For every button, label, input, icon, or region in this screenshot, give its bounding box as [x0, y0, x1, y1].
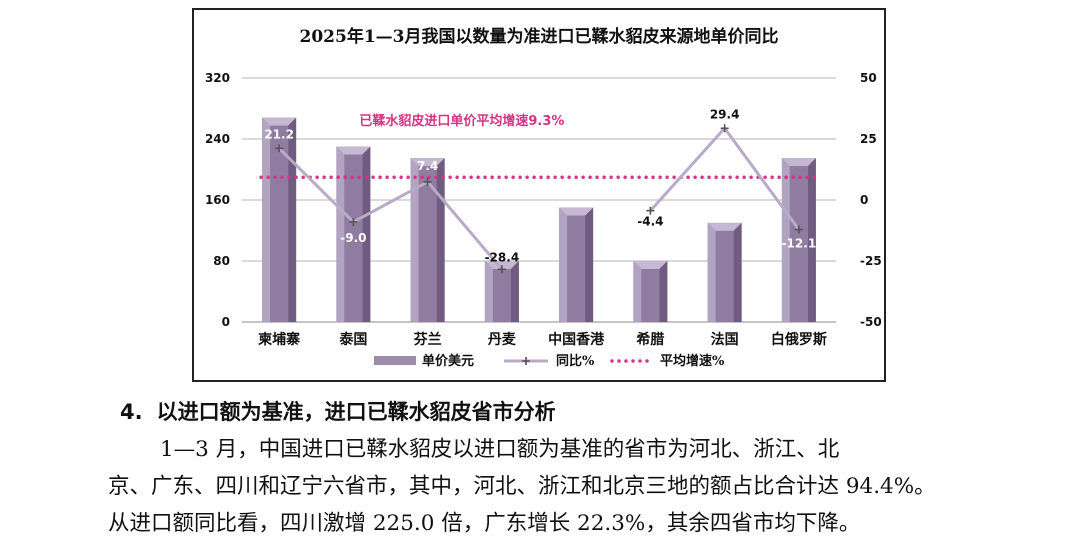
yoy-data-label: -12.1 — [782, 237, 817, 251]
yoy-marker — [349, 217, 358, 226]
average-annotation: 已鞣水貂皮进口单价平均增速9.3% — [359, 113, 564, 129]
bar-inner — [789, 166, 808, 322]
bar-right-bevel — [733, 222, 742, 322]
bar-top-bevel — [707, 222, 742, 231]
category-label: 芬兰 — [413, 331, 442, 348]
bar-left-bevel — [633, 261, 642, 322]
bar-left-bevel — [781, 158, 790, 322]
bar — [336, 146, 371, 322]
yoy-data-label: -4.4 — [637, 215, 663, 229]
category-label: 泰国 — [338, 331, 367, 348]
yoy-marker — [423, 177, 432, 186]
right-axis-tick-label: 25 — [860, 132, 877, 146]
right-axis-tick-label: 50 — [860, 71, 877, 85]
bar-right-bevel — [585, 207, 594, 322]
bar-right-bevel — [288, 117, 297, 323]
yoy-line — [649, 125, 801, 231]
bar-inner — [418, 166, 437, 322]
yoy-data-label: -9.0 — [340, 231, 366, 245]
bar-left-bevel — [336, 146, 345, 322]
bar — [707, 222, 742, 322]
bar-right-bevel — [436, 158, 445, 322]
legend-label-average: 平均增速% — [660, 353, 725, 369]
category-label: 希腊 — [636, 331, 664, 348]
yoy-marker — [646, 206, 655, 215]
bar — [781, 158, 816, 322]
bar-right-bevel — [362, 146, 371, 322]
chart-frame: 2025年1—3月我国以数量为准进口已鞣水貂皮来源地单价同比 已鞣水貂皮进口单价… — [192, 8, 886, 382]
left-axis-tick-label: 320 — [205, 71, 230, 85]
bar — [559, 207, 594, 322]
paragraph-line: 1—3 月，中国进口已鞣水貂皮以进口额为基准的省市为河北、浙江、北 — [160, 437, 840, 462]
section-heading: 4. 以进口额为基准，进口已鞣水貂皮省市分析 — [120, 396, 556, 426]
yoy-marker — [794, 225, 803, 234]
left-axis-tick-label: 0 — [222, 315, 230, 329]
section-number: 4. — [120, 400, 143, 424]
bar-top-bevel — [559, 207, 594, 216]
bar-top-bevel — [410, 158, 445, 167]
right-axis-tick-label: -50 — [860, 315, 882, 329]
category-label: 法国 — [711, 331, 739, 348]
bar-inner — [270, 125, 289, 323]
yoy-data-label: -28.4 — [485, 250, 520, 264]
bar-right-bevel — [659, 261, 668, 322]
yoy-data-label: 7.4 — [417, 159, 438, 173]
legend-marker — [522, 357, 530, 365]
paragraph-line: 从进口额同比看，四川激增 225.0 倍，广东增长 22.3%，其余四省市均下降… — [108, 511, 861, 536]
left-axis-tick-label: 240 — [205, 132, 230, 146]
right-axis-tick-label: -25 — [860, 254, 882, 268]
yoy-line — [278, 147, 504, 271]
yoy-marker — [275, 144, 284, 153]
bar-inner — [715, 230, 734, 322]
category-label: 中国香港 — [548, 331, 605, 348]
section-title: 以进口额为基准，进口已鞣水貂皮省市分析 — [156, 400, 556, 424]
legend-label-line: 同比% — [556, 353, 595, 369]
category-label: 白俄罗斯 — [771, 331, 827, 348]
bar-right-bevel — [510, 261, 519, 322]
bar — [262, 117, 297, 323]
bar — [410, 158, 445, 322]
bar-left-bevel — [707, 222, 716, 322]
yoy-marker — [497, 265, 506, 274]
yoy-marker — [720, 124, 729, 133]
bar-inner — [641, 269, 660, 322]
legend-swatch-bar — [374, 356, 416, 365]
left-axis-tick-label: 80 — [213, 254, 230, 268]
bar-right-bevel — [807, 158, 816, 322]
bar-inner — [344, 154, 363, 322]
bar — [633, 261, 668, 322]
bar-inner — [567, 215, 586, 322]
yoy-data-label: 21.2 — [264, 127, 294, 141]
bar-left-bevel — [559, 207, 568, 322]
yoy-data-label: 29.4 — [710, 107, 740, 121]
left-axis-tick-label: 160 — [205, 193, 230, 207]
bar-top-bevel — [633, 261, 668, 269]
bar — [484, 261, 519, 322]
bar-left-bevel — [410, 158, 419, 322]
bar-left-bevel — [484, 261, 493, 322]
bar-top-bevel — [262, 117, 297, 126]
bar-top-bevel — [781, 158, 816, 167]
paragraph-line: 京、广东、四川和辽宁六省市，其中，河北、浙江和北京三地的额占比合计达 94.4%… — [108, 474, 936, 499]
bar-left-bevel — [262, 117, 271, 323]
chart: 2025年1—3月我国以数量为准进口已鞣水貂皮来源地单价同比 已鞣水貂皮进口单价… — [205, 26, 882, 369]
bar-top-bevel — [336, 146, 371, 155]
category-label: 柬埔寨 — [258, 331, 301, 348]
category-label: 丹麦 — [488, 331, 517, 348]
right-axis-tick-label: 0 — [860, 193, 868, 207]
legend-label-bar: 单价美元 — [422, 353, 474, 369]
bar-inner — [492, 269, 511, 322]
chart-title: 2025年1—3月我国以数量为准进口已鞣水貂皮来源地单价同比 — [300, 26, 779, 47]
bar-top-bevel — [484, 261, 519, 269]
